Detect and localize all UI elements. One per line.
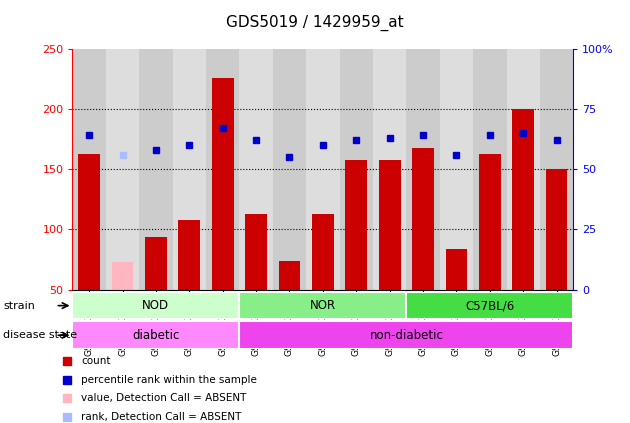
Text: diabetic: diabetic [132,329,180,342]
Bar [112,262,134,290]
Bar [507,49,540,290]
Text: NOD: NOD [142,299,169,312]
Bar [340,49,373,290]
Bar [178,220,200,290]
Bar [473,49,507,290]
Bar [540,49,573,290]
Bar [440,49,473,290]
Text: NOR: NOR [310,299,336,312]
Bar [273,49,306,290]
Bar [406,292,573,319]
Bar [373,49,406,290]
Bar [479,154,501,290]
Bar [78,154,100,290]
Bar [239,49,273,290]
Bar [106,49,139,290]
Text: disease state: disease state [3,330,77,340]
Text: value, Detection Call = ABSENT: value, Detection Call = ABSENT [81,393,246,403]
Text: GDS5019 / 1429959_at: GDS5019 / 1429959_at [226,15,404,31]
Bar [72,321,239,349]
Bar [412,148,434,290]
Bar [245,214,267,290]
Bar [239,292,406,319]
Bar [206,49,239,290]
Bar [306,49,340,290]
Bar [445,249,467,290]
Bar [239,321,573,349]
Bar [72,49,106,290]
Bar [139,49,173,290]
Text: rank, Detection Call = ABSENT: rank, Detection Call = ABSENT [81,412,241,422]
Bar [278,261,301,290]
Bar [379,159,401,290]
Bar [173,49,206,290]
Text: strain: strain [3,301,35,310]
Text: non-diabetic: non-diabetic [369,329,444,342]
Bar [406,49,440,290]
Bar [345,159,367,290]
Bar [212,77,234,290]
Bar [145,237,167,290]
Text: count: count [81,356,111,366]
Bar [512,109,534,290]
Text: percentile rank within the sample: percentile rank within the sample [81,375,257,385]
Bar [312,214,334,290]
Bar [72,292,239,319]
Text: C57BL/6: C57BL/6 [465,299,515,312]
Bar [546,169,568,290]
